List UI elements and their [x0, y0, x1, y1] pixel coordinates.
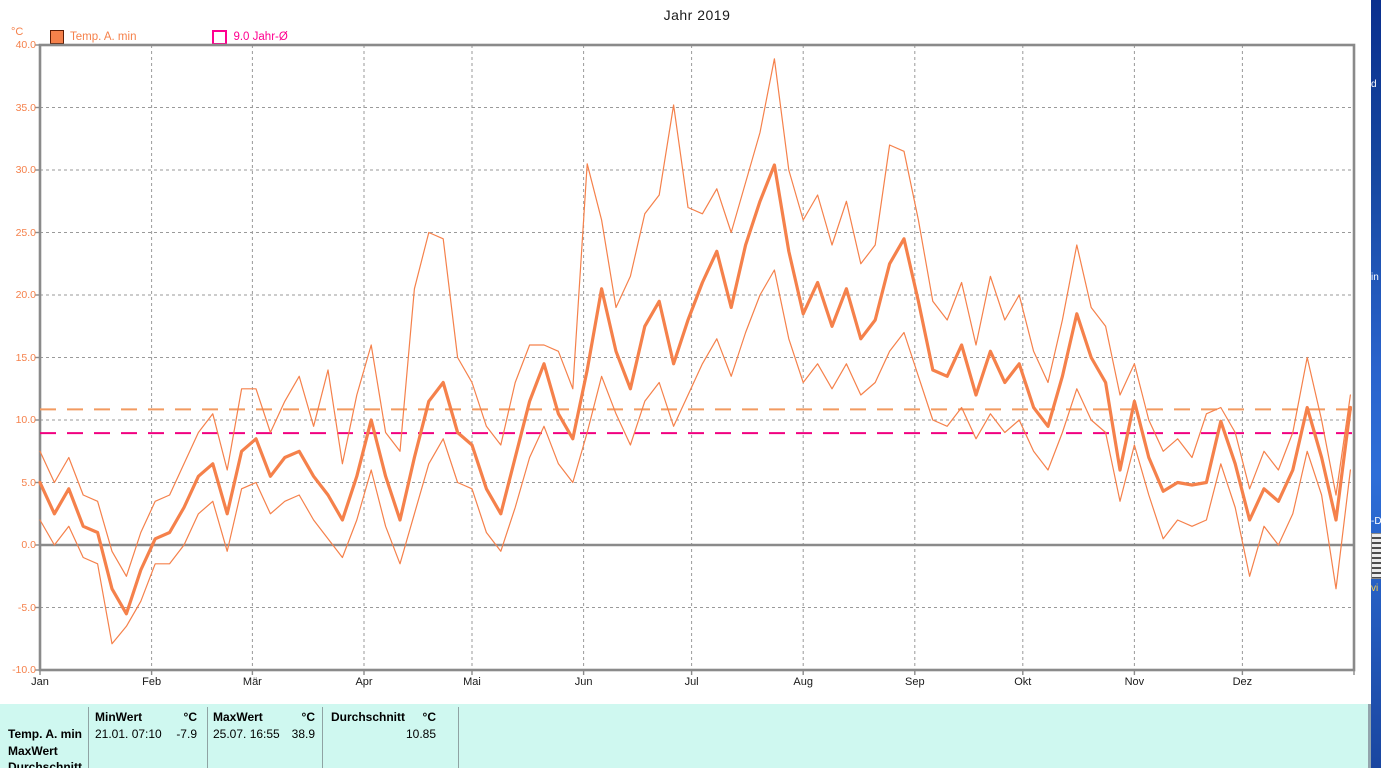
durchschnitt-header: Durchschnitt — [331, 710, 406, 724]
legend-open-square-icon[interactable] — [212, 29, 228, 45]
desktop-background-edge: d in -D vi — [1371, 0, 1381, 768]
maxwert-datetime: 25.07. 16:55 — [213, 727, 280, 741]
y-tick-label: 10.0 — [15, 414, 36, 426]
y-tick-label: 40.0 — [15, 39, 36, 51]
y-tick-label: -10.0 — [12, 664, 36, 676]
minwert-datetime: 21.01. 07:10 — [95, 727, 162, 741]
y-tick-label: 5.0 — [21, 476, 36, 489]
y-tick-label: 0.0 — [21, 539, 36, 551]
y-tick-label: 35.0 — [15, 101, 36, 114]
minwert-value: -7.9 — [176, 727, 197, 741]
y-tick-label: 25.0 — [15, 226, 36, 239]
durchschnitt-value: 10.85 — [405, 727, 436, 741]
desktop-icon-label-fragment: in — [1371, 272, 1379, 283]
maxwert-column: MaxWert °C 25.07. 16:55 38.9 — [213, 704, 315, 768]
desktop-icon-fragment — [1371, 533, 1381, 579]
chart-title: Jahr 2019 — [663, 7, 731, 23]
minwert-unit: °C — [183, 710, 197, 724]
row-label-temp-a-min: Temp. A. min — [8, 727, 83, 741]
y-tick-label: 20.0 — [15, 289, 36, 301]
row-label-maxwert: MaxWert — [8, 744, 58, 758]
chart-plot[interactable] — [0, 0, 1381, 704]
row-label-durchschnitt: Durchschnitt — [8, 760, 83, 768]
window-edge-divider — [1368, 704, 1371, 768]
minwert-header: MinWert — [95, 710, 143, 724]
y-axis-unit-label: °C — [11, 26, 24, 38]
desktop-icon-label-fragment: vi — [1371, 583, 1379, 594]
chart-legend: Temp. A. min 9.0 Jahr-Ø — [50, 29, 288, 45]
x-tick-label: Dez — [1232, 676, 1253, 688]
legend-filled-square-icon[interactable] — [50, 30, 64, 44]
x-tick-label: Jun — [574, 676, 593, 688]
desktop-icon-label-fragment: -D — [1371, 516, 1381, 527]
x-tick-label: Apr — [355, 676, 373, 688]
maxwert-value: 38.9 — [291, 727, 315, 741]
x-tick-label: Nov — [1124, 676, 1145, 688]
statistics-panel: Temp. A. min MaxWert Durchschnitt MinWer… — [0, 704, 1369, 768]
maxwert-unit: °C — [301, 710, 315, 724]
panel-divider — [207, 707, 208, 768]
x-tick-label: Jul — [684, 676, 699, 688]
x-tick-label: Jan — [31, 676, 49, 688]
durchschnitt-unit: °C — [422, 710, 436, 724]
x-tick-label: Mai — [463, 676, 481, 688]
legend-label-temp-a-min[interactable]: Temp. A. min — [70, 31, 137, 43]
durchschnitt-column: Durchschnitt °C 10.85 — [331, 704, 436, 768]
legend-label-9-jahr-avg[interactable]: 9.0 Jahr-Ø — [233, 31, 288, 43]
x-tick-label: Aug — [793, 676, 813, 688]
y-tick-label: 30.0 — [15, 164, 36, 176]
panel-divider — [88, 707, 89, 768]
desktop-icon-label-fragment: d — [1371, 79, 1377, 90]
maxwert-header: MaxWert — [213, 710, 263, 724]
panel-divider — [322, 707, 323, 768]
x-tick-label: Mär — [242, 676, 262, 688]
x-tick-label: Okt — [1014, 676, 1032, 688]
x-tick-label: Feb — [142, 676, 162, 688]
y-tick-label: -5.0 — [17, 601, 36, 614]
x-tick-label: Sep — [905, 676, 925, 688]
y-tick-label: 15.0 — [15, 351, 36, 364]
minwert-column: MinWert °C 21.01. 07:10 -7.9 — [95, 704, 197, 768]
panel-divider — [458, 707, 459, 768]
